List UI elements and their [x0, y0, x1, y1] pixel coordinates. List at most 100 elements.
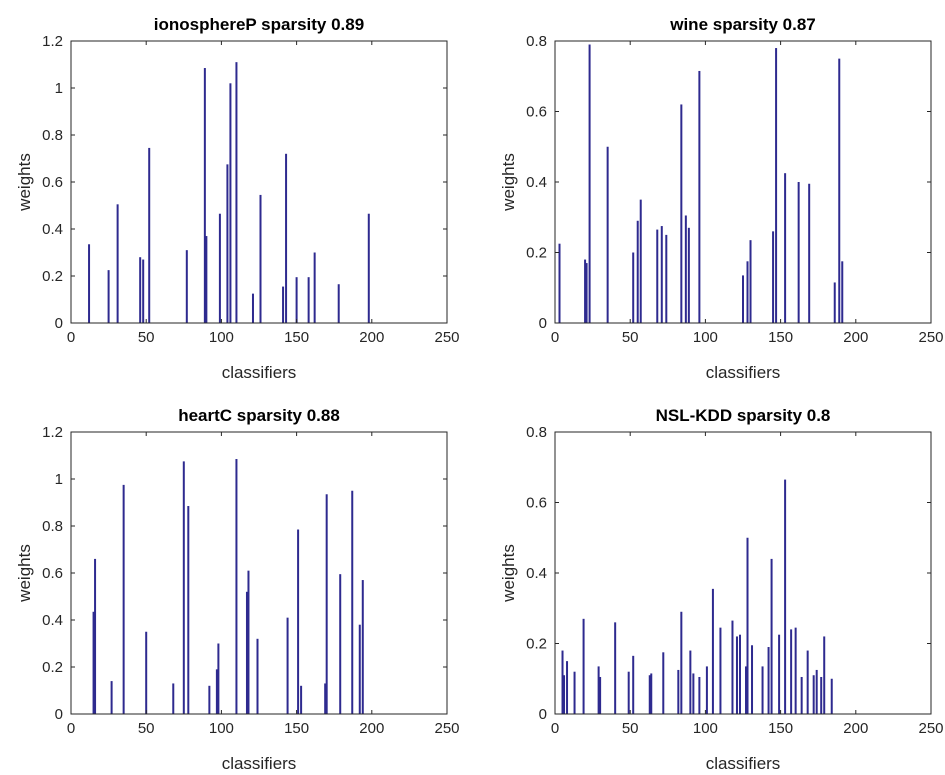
bar	[247, 570, 250, 714]
bar	[599, 676, 602, 714]
x-tick-label: 0	[67, 720, 75, 737]
bar	[632, 655, 635, 714]
y-tick-label: 0.4	[526, 565, 547, 582]
bar	[684, 215, 687, 323]
bar	[698, 676, 701, 714]
bar	[92, 611, 95, 714]
bar	[808, 183, 811, 323]
bar	[116, 204, 119, 323]
bar	[325, 494, 328, 714]
bar	[677, 669, 680, 714]
x-tick-label: 200	[359, 329, 384, 346]
y-tick-label: 0	[539, 315, 547, 332]
bar	[285, 153, 288, 323]
bar	[229, 83, 232, 323]
subplot-ionosphereP: ionosphereP sparsity 0.89 0 50 100 150 200 25…	[15, 15, 460, 382]
bar	[680, 611, 683, 714]
y-tick-label: 1.2	[42, 33, 63, 50]
bar	[680, 104, 683, 323]
x-tick-label: 0	[67, 329, 75, 346]
x-tick-label: 100	[693, 329, 718, 346]
bar	[218, 213, 221, 323]
bar	[245, 591, 248, 714]
bar	[687, 227, 690, 323]
bar	[606, 146, 609, 323]
y-tick-label: 0.4	[526, 174, 547, 191]
bar	[705, 666, 708, 714]
bar	[361, 580, 364, 714]
y-tick-label: 0.6	[526, 495, 547, 512]
bar	[566, 661, 569, 715]
bar	[711, 588, 714, 714]
y-tick-label: 0.6	[42, 174, 63, 191]
bar	[719, 627, 722, 714]
bar	[88, 244, 91, 323]
bar	[148, 147, 151, 323]
bar	[205, 236, 208, 323]
bar	[563, 675, 566, 714]
bar	[660, 226, 663, 323]
bar	[217, 643, 220, 714]
subplot-wine: wine sparsity 0.87 0 50 100 150 200 250 00.20…	[499, 15, 944, 382]
bar	[800, 676, 803, 714]
bar	[636, 220, 639, 323]
bar	[648, 675, 651, 714]
x-tick-label: 150	[284, 720, 309, 737]
bar	[745, 666, 748, 714]
bar	[639, 199, 642, 324]
bar	[313, 252, 316, 323]
x-tick-label: 250	[918, 329, 943, 346]
bar	[295, 277, 298, 323]
x-tick-label: 200	[359, 720, 384, 737]
x-tick-label: 0	[551, 720, 559, 737]
x-axis-label: classifiers	[706, 754, 781, 773]
bar	[226, 164, 229, 323]
bar	[339, 574, 342, 714]
bar	[838, 58, 841, 324]
bar	[337, 284, 340, 323]
x-tick-label: 0	[551, 329, 559, 346]
plot-area-border	[554, 40, 932, 324]
x-tick-label: 150	[768, 720, 793, 737]
y-axis-label: weights	[499, 544, 518, 603]
bar	[256, 638, 259, 714]
y-tick-label: 0.6	[42, 565, 63, 582]
bar	[185, 250, 188, 323]
y-axis-ticks: 0 0.2 0.4 0.6 0.8	[526, 33, 931, 332]
bar	[692, 673, 695, 714]
bar-series	[561, 479, 833, 715]
bar	[656, 229, 659, 323]
bar	[358, 624, 361, 714]
x-tick-label: 250	[434, 720, 459, 737]
plot-area-border	[554, 431, 932, 715]
bar	[107, 270, 110, 324]
y-tick-label: 0.8	[526, 424, 547, 441]
x-tick-label: 200	[843, 720, 868, 737]
bar	[772, 231, 775, 323]
bar	[94, 558, 97, 714]
x-tick-label: 50	[138, 720, 155, 737]
y-tick-label: 0.2	[526, 636, 547, 653]
y-tick-label: 0.8	[526, 33, 547, 50]
y-tick-label: 0	[55, 706, 63, 723]
bar	[300, 685, 303, 714]
bar	[235, 62, 238, 324]
bar	[761, 666, 764, 714]
bar	[698, 70, 701, 324]
y-axis-label: weights	[15, 153, 34, 212]
bar-series	[92, 459, 364, 715]
bar	[324, 683, 327, 714]
bar	[790, 629, 793, 714]
bar	[775, 48, 778, 324]
bar	[806, 650, 809, 714]
bar	[627, 671, 630, 714]
bar	[815, 669, 818, 714]
bar	[122, 484, 125, 715]
x-axis-ticks: 0 50 100 150 200 250	[67, 41, 460, 346]
y-axis-ticks: 0 0.2 0.4 0.6 0.8 1 1.2	[42, 424, 447, 723]
bar	[208, 685, 211, 714]
bar	[145, 631, 148, 714]
bar	[735, 636, 738, 714]
